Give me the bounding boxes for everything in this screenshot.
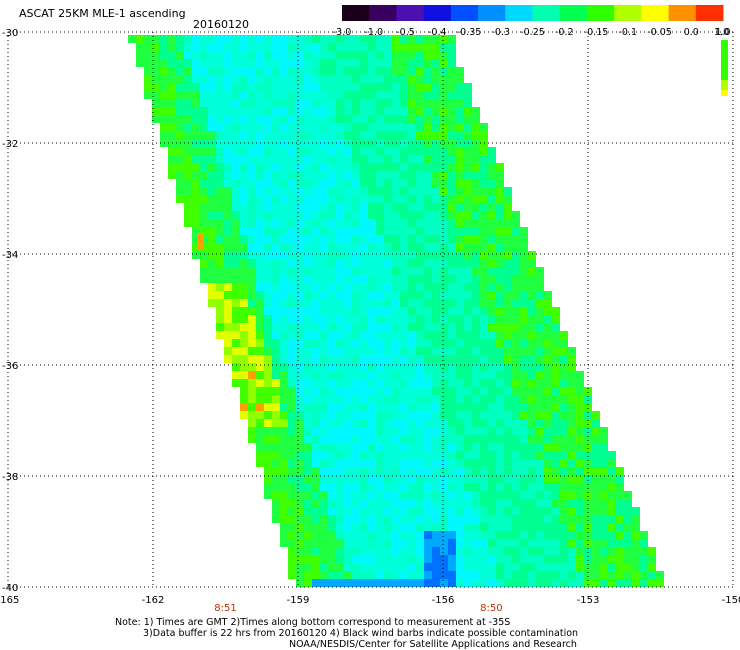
- colorbar-tick-10: -0.05: [647, 27, 672, 38]
- colorbar-tick-12: 1.0: [715, 27, 730, 38]
- lon-label-0: -165: [0, 595, 19, 606]
- colorbar-tick-3: -0.4: [428, 27, 447, 38]
- lon-label-2: -159: [287, 595, 310, 606]
- lat-label-1: -32: [2, 139, 18, 150]
- colorbar-swatch-10: [614, 5, 642, 21]
- colorbar-tick-4: -0.35: [457, 27, 482, 38]
- side-legend-label: 1.0: [714, 27, 729, 38]
- lat-label-0: -30: [2, 28, 18, 39]
- date-label: 20160120: [193, 18, 249, 31]
- lon-label-4: -153: [577, 595, 600, 606]
- colorbar-swatch-1: [369, 5, 397, 21]
- colorbar-swatch-6: [505, 5, 533, 21]
- lon-label-3: -156: [432, 595, 455, 606]
- note-line-1: Note: 1) Times are GMT 2)Times along bot…: [115, 617, 511, 628]
- colorbar-swatch-0: [342, 5, 370, 21]
- scatterometer-swath: [128, 35, 664, 587]
- time-label-1: 8:50: [480, 603, 502, 614]
- colorbar-swatch-8: [559, 5, 588, 21]
- colorbar-tick-2: -0.5: [396, 27, 415, 38]
- note-line-3: NOAA/NESDIS/Center for Satellite Applica…: [289, 639, 577, 650]
- colorbar: -3.0 -1.0 -0.5 -0.4 -0.35 -0.3 -0.25 -0.2 -0.15-…: [333, 5, 731, 38]
- chart-title: ASCAT 25KM MLE-1 ascending: [19, 7, 186, 20]
- side-legend-strip: 1.0: [714, 27, 729, 96]
- colorbar-swatch-9: [586, 5, 615, 21]
- colorbar-tick-9: -0.1: [618, 27, 637, 38]
- colorbar-swatch-4: [450, 5, 479, 21]
- lon-label-1: -162: [142, 595, 165, 606]
- time-labels: 8:51 8:50: [214, 603, 502, 614]
- colorbar-tick-11: 0.0: [684, 27, 699, 38]
- colorbar-swatch-12: [668, 5, 697, 21]
- time-label-0: 8:51: [214, 603, 236, 614]
- lon-label-5: -150: [722, 595, 740, 606]
- lat-label-2: -34: [2, 250, 18, 261]
- lat-label-4: -38: [2, 472, 18, 483]
- side-legend-swatch-1: [721, 80, 728, 90]
- colorbar-tick-5: -0.3: [491, 27, 510, 38]
- colorbar-tick-6: -0.25: [520, 27, 545, 38]
- colorbar-swatch-13: [695, 5, 724, 21]
- colorbar-tick-8: -0.15: [584, 27, 609, 38]
- colorbar-swatch-3: [423, 5, 452, 21]
- lat-label-5: -40: [2, 583, 18, 594]
- colorbar-swatch-2: [396, 5, 425, 21]
- side-legend-swatch-0: [721, 40, 728, 80]
- colorbar-swatch-5: [478, 5, 506, 21]
- colorbar-swatch-7: [532, 5, 561, 21]
- colorbar-tick-0: -3.0: [333, 27, 352, 38]
- side-legend-swatch-2: [721, 90, 728, 96]
- colorbar-swatch-11: [641, 5, 670, 21]
- lat-label-3: -36: [2, 361, 18, 372]
- longitude-labels: -165 -162 -159 -156 -153 -150: [0, 595, 740, 606]
- latitude-labels: -30 -32 -34 -36 -38 -40: [2, 28, 18, 594]
- lat-lon-grid: [7, 31, 734, 588]
- colorbar-tick-7: -0.2: [555, 27, 574, 38]
- note-line-2: 3)Data buffer is 22 hrs from 20160120 4)…: [143, 628, 579, 639]
- colorbar-tick-1: -1.0: [364, 27, 383, 38]
